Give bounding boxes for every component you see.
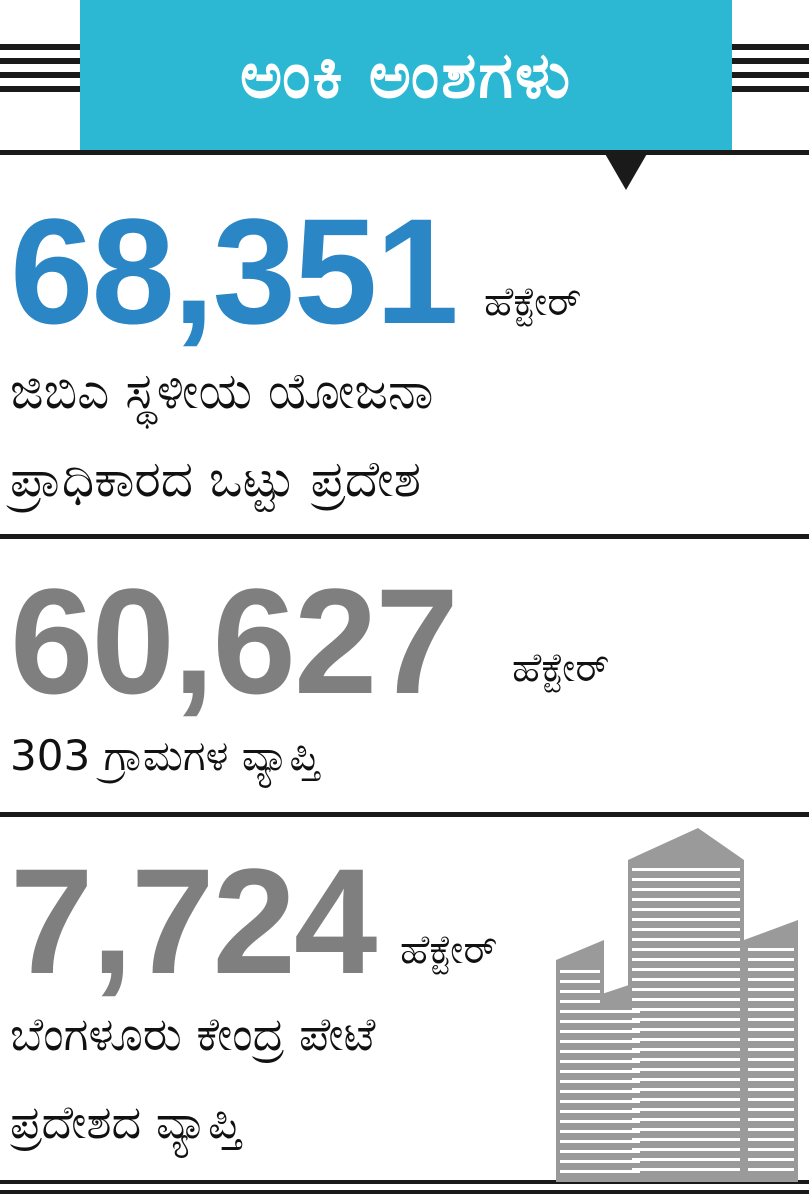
stat-desc-city-area-line2: ಪ್ರದೇಶದ ವ್ಯಾಪ್ತಿ	[10, 1095, 242, 1149]
stat-desc-total-area-line1: ಜಿಬಿಎ ಸ್ಥಳೀಯ ಯೋಜನಾ	[10, 362, 434, 420]
stat-unit-total-area: ಹೆಕ್ಟೇರ್	[484, 279, 582, 325]
stat-desc-city-area-line1: ಬೆಂಗಳೂರು ಕೇಂದ್ರ ಪೇಟೆ	[10, 1007, 376, 1061]
stat-value-city-area: 7,724	[10, 837, 377, 1005]
stat-desc-villages-area: 303 ಗ್ರಾಮಗಳ ವ್ಯಾಪ್ತಿ	[10, 731, 320, 780]
stat-value-villages-area: 60,627	[10, 557, 459, 725]
divider-2	[0, 812, 809, 817]
header-banner: ಅಂಕಿ ಅಂಶಗಳು	[80, 0, 732, 152]
divider-1	[0, 534, 809, 539]
divider-bottom-2	[0, 1190, 809, 1194]
stat-unit-city-area: ಹೆಕ್ಟೇರ್	[400, 927, 498, 973]
stat-desc-total-area-line2: ಪ್ರಾಧಿಕಾರದ ಒಟ್ಟು ಪ್ರದೇಶ	[10, 450, 421, 508]
divider-bottom-1	[0, 1180, 809, 1184]
pointer-triangle-icon	[604, 152, 648, 190]
stat-value-total-area: 68,351	[10, 187, 459, 355]
divider-top	[0, 150, 809, 155]
stat-unit-villages-area: ಹೆಕ್ಟೇರ್	[512, 645, 610, 691]
page-title: ಅಂಕಿ ಅಂಶಗಳು	[239, 39, 573, 113]
skyscraper-icon	[556, 828, 798, 1182]
